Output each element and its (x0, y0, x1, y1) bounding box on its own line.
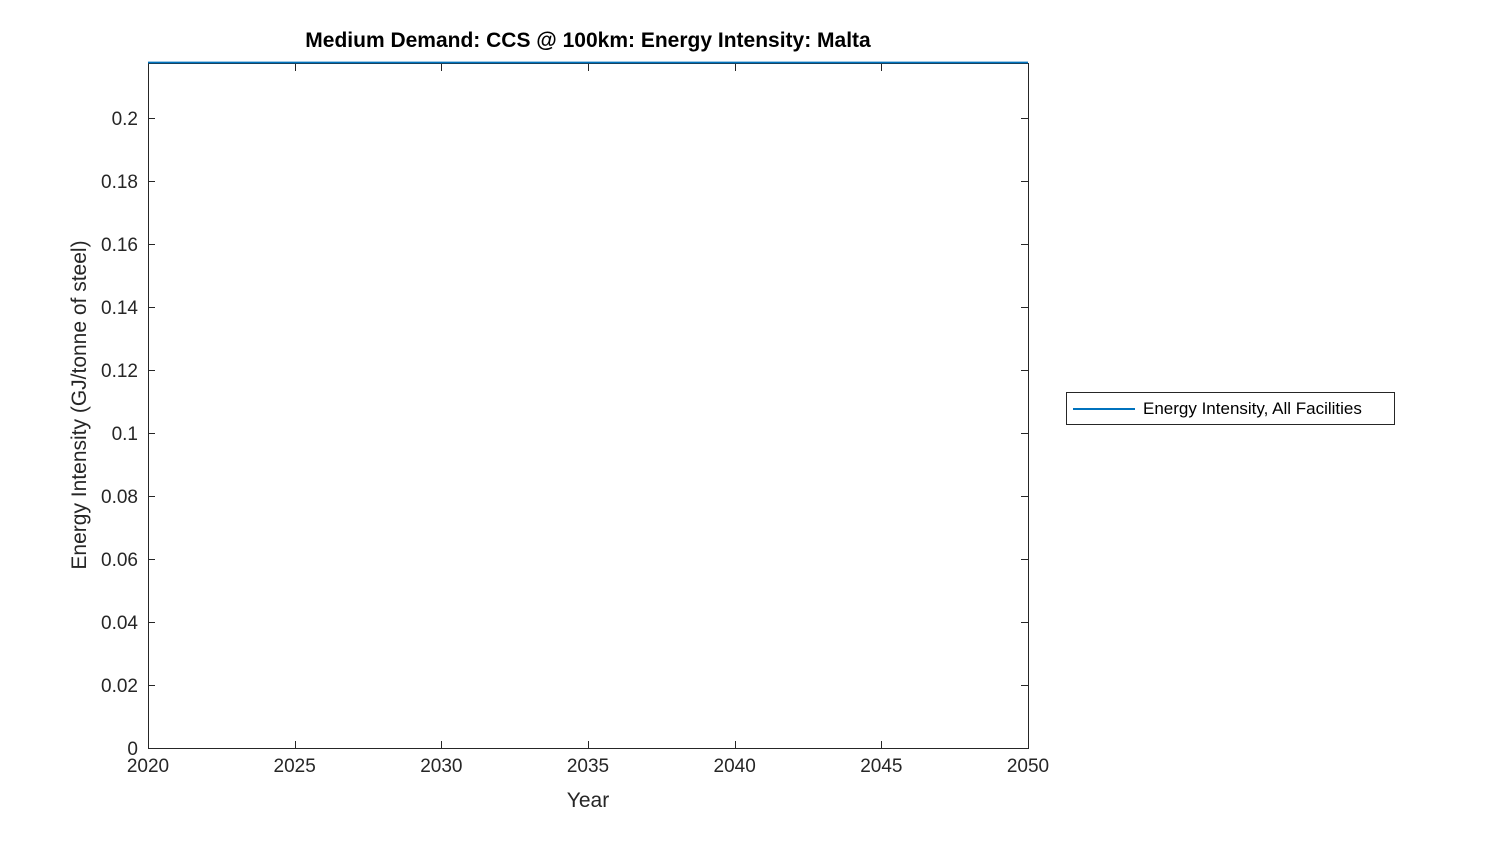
x-tick-label: 2045 (860, 756, 902, 777)
y-tick-label: 0.12 (101, 361, 138, 382)
y-tick-label: 0.18 (101, 172, 138, 193)
y-tick-label: 0.08 (101, 487, 138, 508)
y-tick-label: 0.04 (101, 613, 138, 634)
axes-box (148, 63, 1029, 749)
chart-title: Medium Demand: CCS @ 100km: Energy Inten… (305, 29, 871, 52)
x-tick-label: 2020 (127, 756, 169, 777)
y-tick-label: 0.02 (101, 676, 138, 697)
legend: Energy Intensity, All Facilities (1066, 392, 1395, 425)
y-tick-label: 0.16 (101, 235, 138, 256)
x-tick-label: 2030 (420, 756, 462, 777)
y-tick-label: 0.06 (101, 550, 138, 571)
y-axis-label: Energy Intensity (GJ/tonne of steel) (68, 240, 91, 570)
x-axis-label: Year (566, 789, 610, 812)
y-tick-label: 0.2 (112, 109, 138, 130)
legend-entry-label: Energy Intensity, All Facilities (1143, 398, 1362, 418)
x-tick-label: 2035 (567, 756, 609, 777)
y-tick-label: 0.14 (101, 298, 138, 319)
x-tick-label: 2050 (1007, 756, 1049, 777)
y-tick-label: 0.1 (112, 424, 138, 445)
y-tick-label: 0 (127, 739, 138, 760)
legend-line-swatch (1073, 407, 1135, 410)
x-tick-label: 2025 (274, 756, 316, 777)
x-tick-label: 2040 (714, 756, 756, 777)
